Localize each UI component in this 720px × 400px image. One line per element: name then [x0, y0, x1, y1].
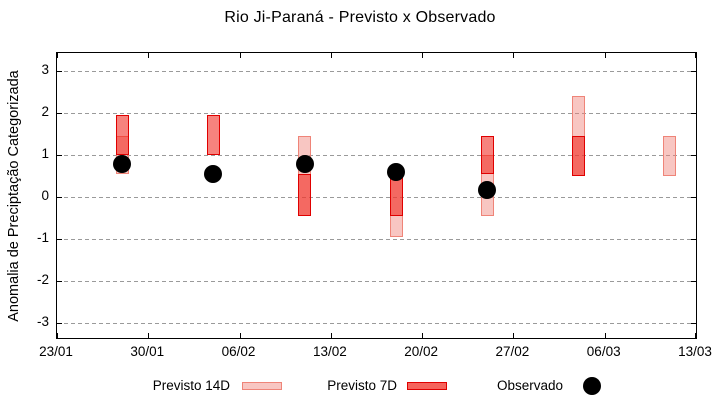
y-tick-label: 0	[41, 188, 49, 203]
y-tick-left	[57, 112, 62, 114]
x-tick-top	[148, 53, 150, 58]
y-tick-right	[691, 322, 696, 324]
legend-label-observado: Observado	[496, 378, 563, 393]
observado-dot-04-02	[204, 165, 223, 184]
x-tick-bottom	[422, 333, 424, 338]
observado-dot-25-02	[478, 180, 497, 199]
x-tick-top	[57, 53, 58, 58]
y-tick-left	[57, 322, 62, 324]
x-tick-label: 27/02	[495, 344, 530, 359]
x-tick-label: 30/01	[130, 344, 165, 359]
y-tick-label: -3	[36, 314, 49, 329]
gridline-y-3	[57, 322, 696, 324]
plot-area	[56, 52, 697, 339]
bar-previsto-7d-11-02	[298, 173, 312, 216]
legend-swatch-previsto-14d	[242, 382, 282, 390]
bar-previsto-7d-25-02	[480, 136, 494, 174]
gridline-y1	[57, 154, 696, 156]
y-tick-right	[691, 112, 696, 114]
y-tick-left	[57, 70, 62, 72]
gridline-y0	[57, 196, 696, 198]
gridline-y-1	[57, 238, 696, 240]
x-tick-bottom	[239, 333, 241, 338]
y-tick-left	[57, 154, 62, 156]
gridline-y2	[57, 112, 696, 114]
y-tick-label: -2	[36, 272, 49, 287]
x-tick-top	[239, 53, 241, 58]
x-tick-label: 06/03	[586, 344, 621, 359]
observado-dot-11-02	[295, 154, 314, 173]
x-tick-top	[695, 53, 696, 58]
y-tick-left	[57, 280, 62, 282]
y-tick-right	[691, 280, 696, 282]
y-tick-right	[691, 70, 696, 72]
gridline-y-2	[57, 280, 696, 282]
x-tick-top	[330, 53, 332, 58]
y-tick-label: 1	[41, 146, 49, 161]
bar-previsto-14d-11-03	[663, 136, 677, 176]
y-tick-label: 3	[41, 62, 49, 77]
y-tick-right	[691, 238, 696, 240]
legend-label-previsto-14d: Previsto 14D	[152, 378, 230, 393]
x-tick-label: 13/02	[312, 344, 347, 359]
y-tick-label: 2	[41, 104, 49, 119]
legend-label-previsto-7d: Previsto 7D	[327, 378, 397, 393]
x-tick-bottom	[148, 333, 150, 338]
legend-observado-dot-icon	[583, 377, 601, 395]
x-tick-top	[422, 53, 424, 58]
x-tick-top	[513, 53, 515, 58]
observado-dot-18-02	[387, 162, 406, 181]
x-tick-bottom	[604, 333, 606, 338]
observado-dot-28-01	[113, 155, 132, 174]
x-tick-bottom	[513, 333, 515, 338]
x-tick-label: 13/03	[678, 344, 712, 359]
x-tick-top	[604, 53, 606, 58]
legend-swatch-previsto-7d	[407, 382, 447, 390]
x-tick-bottom	[57, 333, 58, 338]
x-tick-bottom	[330, 333, 332, 338]
x-tick-bottom	[695, 333, 696, 338]
x-tick-label: 20/02	[404, 344, 439, 359]
y-tick-left	[57, 238, 62, 240]
y-tick-right	[691, 196, 696, 198]
y-tick-label: -1	[36, 230, 49, 245]
x-tick-label: 23/01	[39, 344, 73, 359]
x-tick-label: 06/02	[221, 344, 256, 359]
y-tick-left	[57, 196, 62, 198]
bar-previsto-7d-04-02	[206, 115, 220, 155]
chart-title: Rio Ji-Paraná - Previsto x Observado	[224, 9, 496, 26]
bar-previsto-7d-28-01	[115, 115, 129, 155]
gridline-y3	[57, 70, 696, 72]
y-tick-right	[691, 154, 696, 156]
bar-previsto-7d-04-03	[572, 136, 586, 176]
